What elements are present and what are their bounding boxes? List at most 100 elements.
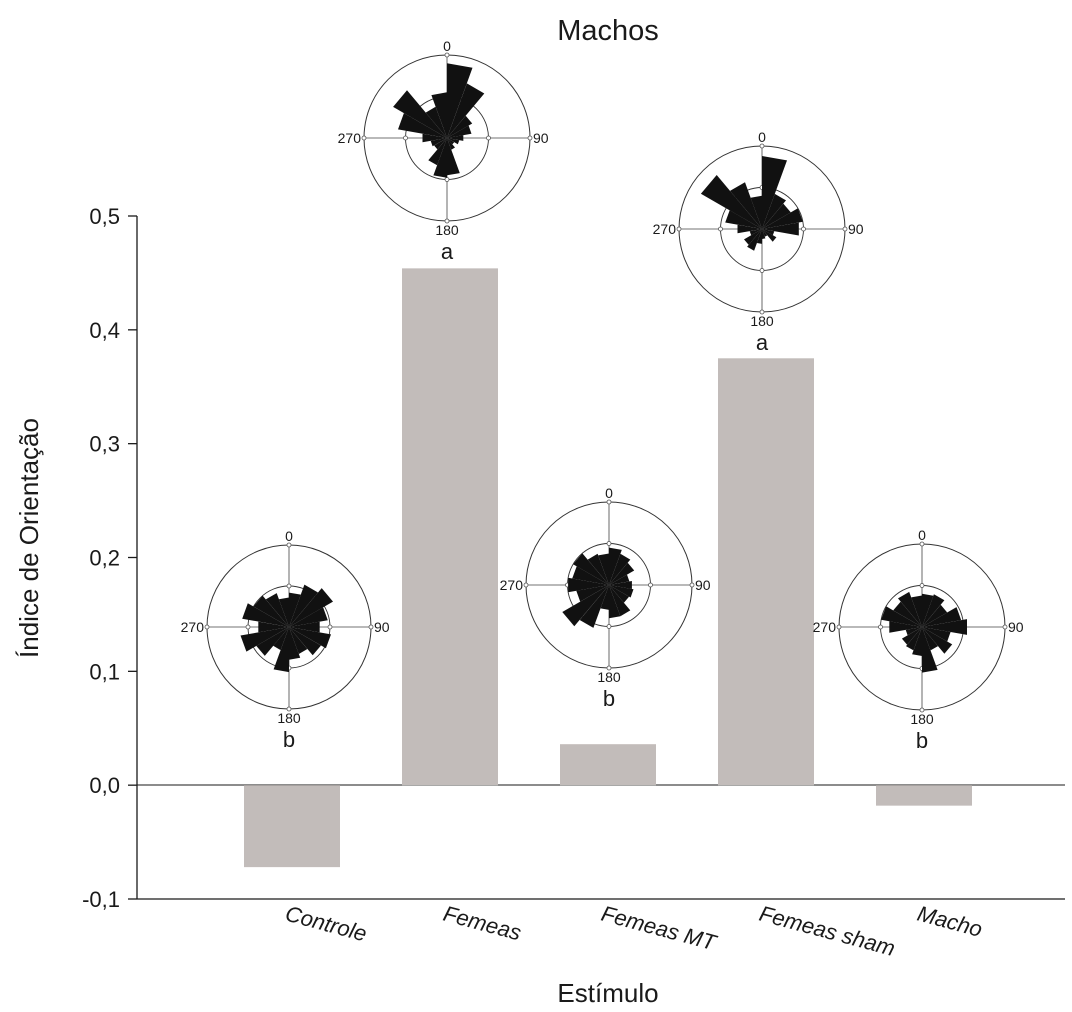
rose-sector: [447, 138, 455, 145]
rose-label-0: 0: [918, 527, 926, 543]
rose-sector: [434, 138, 447, 150]
x-tick-label: Femeas: [441, 901, 524, 946]
bar-macho: [876, 785, 972, 806]
rose-axis-tick: [606, 541, 612, 546]
rose-axis-tick: [648, 582, 653, 588]
rose-sector: [762, 229, 775, 236]
rose-sector: [922, 627, 938, 651]
rose-label-180: 180: [435, 222, 459, 238]
rose-sector: [579, 585, 609, 628]
rose-axis-tick: [759, 309, 765, 315]
x-tick-label: Controle: [283, 901, 370, 947]
significance-letter: a: [756, 330, 769, 355]
rose-sector: [609, 581, 632, 589]
rose-sector: [289, 621, 320, 633]
rose-sector: [422, 133, 447, 143]
rose-axis-tick: [527, 135, 533, 141]
rose-sector: [756, 229, 762, 244]
rose-axis-tick: [444, 52, 450, 58]
rose-sector: [609, 585, 621, 619]
rose-axis-tick: [878, 624, 883, 630]
rose-label-90: 90: [848, 221, 864, 237]
rose-sector: [425, 106, 447, 138]
rose-sector: [762, 208, 803, 229]
rose-sector: [447, 138, 460, 145]
rose-sector: [431, 92, 447, 138]
rose-axis-tick: [606, 624, 612, 629]
x-tick-label: Femeas sham: [757, 901, 898, 961]
rose-sector: [433, 138, 447, 178]
rose-axis-tick: [718, 226, 723, 232]
rose-sector: [447, 135, 464, 141]
rose-sector: [587, 553, 609, 585]
rose-axis-tick: [759, 143, 765, 149]
rose-sector: [737, 224, 762, 234]
rose-sector: [447, 83, 485, 138]
rose-sector: [922, 627, 953, 654]
rose-axis-tick: [361, 135, 367, 141]
rose-sector: [598, 553, 609, 585]
rose-sector: [747, 229, 762, 251]
rose-sector: [447, 125, 472, 138]
rose-sector: [922, 627, 938, 673]
rose-label-270: 270: [181, 619, 205, 635]
rose-label-0: 0: [285, 528, 293, 544]
bar-controle: [244, 785, 340, 868]
rose-sector: [609, 553, 631, 585]
rose-sector: [240, 627, 289, 652]
rose-axis-tick: [919, 541, 925, 547]
rose-sector: [762, 229, 768, 237]
rose-sector: [905, 627, 922, 636]
rose-sector: [922, 594, 945, 627]
rose-axis-tick: [689, 582, 695, 588]
y-tick-label: -0,1: [82, 887, 120, 912]
rose-sector: [762, 203, 791, 229]
rose-axis-tick: [403, 135, 408, 141]
rose-sector: [273, 627, 289, 651]
rose-axis-tick: [368, 624, 374, 630]
rose-sector: [922, 627, 951, 642]
bar-femeas: [402, 268, 498, 786]
rose-sector: [572, 566, 609, 585]
rose-label-180: 180: [750, 313, 774, 329]
rose-sector: [430, 138, 447, 147]
rose-label-270: 270: [813, 619, 837, 635]
rose-sector: [889, 621, 922, 633]
rose-axis-tick: [486, 135, 491, 141]
rose-plot-controle: 0 90 180 270 b: [181, 528, 390, 752]
rose-sector: [278, 597, 289, 627]
rose-sector: [289, 627, 308, 654]
rose-axis-tick: [286, 542, 292, 548]
rose-plot-macho: 0 90 180 270 b: [813, 527, 1024, 753]
rose-sector: [700, 175, 762, 229]
rose-sector: [393, 90, 447, 138]
significance-letter: a: [441, 239, 454, 264]
rose-sector: [881, 606, 922, 627]
x-axis-label: Estímulo: [557, 978, 658, 1008]
rose-axis-tick: [842, 226, 848, 232]
rose-axis-tick: [676, 226, 682, 232]
rose-sector: [265, 593, 289, 627]
rose-sector: [906, 627, 922, 651]
y-tick-label: 0,3: [89, 432, 120, 457]
rose-label-180: 180: [910, 711, 934, 727]
rose-label-0: 0: [605, 485, 613, 501]
rose-axis-tick: [286, 583, 292, 589]
x-tick-label: Macho: [915, 901, 985, 942]
rose-sector: [600, 585, 609, 610]
rose-label-180: 180: [597, 669, 621, 685]
rose-axis-tick: [1002, 624, 1008, 630]
rose-sector: [762, 229, 766, 239]
rose-sector: [609, 585, 634, 598]
rose-sector: [258, 621, 289, 633]
rose-sector: [289, 584, 318, 627]
rose-sector: [289, 627, 301, 660]
rose-axis-tick: [759, 268, 765, 273]
rose-axis-tick: [286, 706, 292, 712]
rose-sector: [762, 229, 777, 242]
rose-sector: [576, 585, 609, 602]
rose-plot-femeas-sham: 0 90 180 270 a: [653, 129, 864, 355]
rose-label-90: 90: [1008, 619, 1024, 635]
rose-sector: [289, 588, 333, 627]
rose-label-180: 180: [277, 710, 301, 726]
